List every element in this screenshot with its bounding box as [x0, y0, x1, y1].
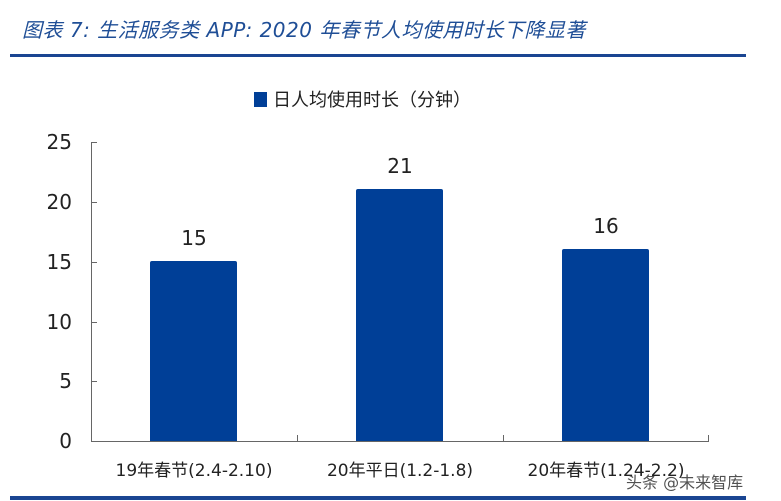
chart-title: 图表 7: 生活服务类 APP: 2020 年春节人均使用时长下降显著 — [22, 18, 586, 42]
y-tick-label: 10 — [46, 310, 72, 334]
y-tick-mark — [91, 142, 97, 143]
watermark: 头条 @未来智库 — [626, 473, 744, 492]
bar-value-label: 16 — [593, 214, 619, 238]
x-tick-mark — [503, 435, 504, 442]
y-tick-label: 0 — [59, 429, 72, 453]
x-category-label: 19年春节(2.4-2.10) — [115, 461, 273, 481]
x-axis — [91, 441, 709, 442]
x-tick-mark — [708, 435, 709, 442]
legend: 日人均使用时长（分钟） — [254, 86, 471, 112]
title-divider — [10, 54, 746, 57]
bottom-divider — [10, 496, 746, 500]
bar-value-label: 15 — [181, 226, 207, 250]
y-tick-mark — [91, 262, 97, 263]
y-axis — [91, 142, 92, 442]
y-tick-mark — [91, 322, 97, 323]
x-category-label: 20年平日(1.2-1.8) — [326, 461, 474, 481]
y-tick-mark — [91, 202, 97, 203]
y-tick-label: 25 — [46, 130, 72, 154]
legend-swatch — [254, 91, 267, 107]
bar-20-weekday — [356, 189, 443, 441]
y-tick-label: 5 — [59, 369, 72, 393]
legend-label: 日人均使用时长（分钟） — [273, 90, 471, 111]
y-tick-mark — [91, 381, 97, 382]
bar-value-label: 21 — [387, 154, 413, 178]
y-tick-label: 15 — [46, 250, 72, 274]
y-tick-label: 20 — [46, 190, 72, 214]
bar-20-spring-festival — [562, 249, 649, 441]
x-tick-mark — [297, 435, 298, 442]
bar-19-spring-festival — [150, 261, 237, 441]
x-category-label: 20年春节(1.24-2.2) — [527, 461, 685, 481]
